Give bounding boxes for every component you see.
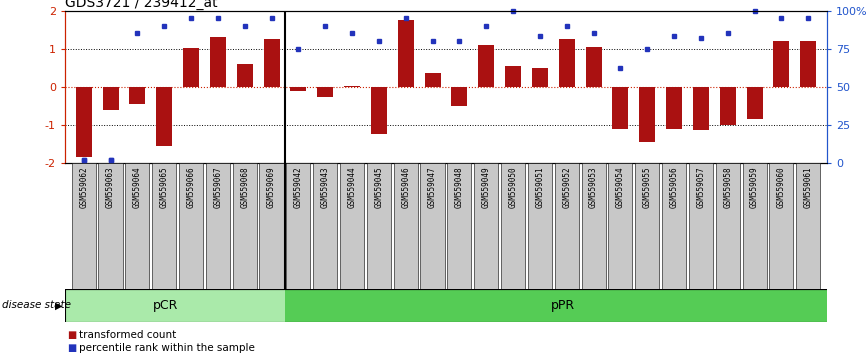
Bar xyxy=(287,163,311,289)
Bar xyxy=(394,163,417,289)
Bar xyxy=(340,163,364,289)
Bar xyxy=(367,163,391,289)
Bar xyxy=(102,87,119,110)
Bar xyxy=(448,163,471,289)
Bar xyxy=(635,163,659,289)
Text: pCR: pCR xyxy=(153,299,178,312)
Bar xyxy=(285,289,840,322)
Bar xyxy=(179,163,204,289)
Text: GSM559066: GSM559066 xyxy=(186,167,196,208)
Bar xyxy=(585,47,602,87)
Bar xyxy=(313,163,338,289)
Bar xyxy=(505,66,521,87)
Text: GSM559055: GSM559055 xyxy=(643,167,652,208)
Text: GSM559057: GSM559057 xyxy=(696,167,706,208)
Text: GSM559058: GSM559058 xyxy=(723,167,733,208)
Bar xyxy=(99,163,123,289)
Bar xyxy=(554,163,578,289)
Text: percentile rank within the sample: percentile rank within the sample xyxy=(79,343,255,353)
Bar xyxy=(559,39,575,87)
Bar xyxy=(206,163,230,289)
Text: GSM559061: GSM559061 xyxy=(804,167,813,208)
Text: disease state: disease state xyxy=(2,300,71,310)
Text: GSM559059: GSM559059 xyxy=(750,167,759,208)
Bar xyxy=(662,163,686,289)
Bar xyxy=(688,163,713,289)
Bar xyxy=(65,289,285,322)
Text: GSM559048: GSM559048 xyxy=(455,167,464,208)
Bar xyxy=(769,163,793,289)
Bar xyxy=(501,163,525,289)
Text: GSM559042: GSM559042 xyxy=(294,167,303,208)
Text: GSM559043: GSM559043 xyxy=(320,167,330,208)
Text: ▶: ▶ xyxy=(55,300,62,310)
Text: GSM559052: GSM559052 xyxy=(562,167,572,208)
Bar xyxy=(371,87,387,134)
Text: GSM559069: GSM559069 xyxy=(267,167,276,208)
Bar xyxy=(183,48,199,87)
Text: GSM559050: GSM559050 xyxy=(508,167,518,208)
Bar xyxy=(75,87,92,157)
Bar xyxy=(746,87,763,119)
Bar xyxy=(126,163,150,289)
Bar xyxy=(397,20,414,87)
Bar xyxy=(639,87,656,142)
Bar xyxy=(260,163,284,289)
Text: GSM559051: GSM559051 xyxy=(535,167,545,208)
Bar xyxy=(612,87,629,129)
Text: GSM559062: GSM559062 xyxy=(79,167,88,208)
Bar xyxy=(233,163,257,289)
Text: GSM559045: GSM559045 xyxy=(374,167,384,208)
Text: GDS3721 / 239412_at: GDS3721 / 239412_at xyxy=(65,0,217,10)
Bar xyxy=(608,163,632,289)
Bar xyxy=(72,163,96,289)
Bar xyxy=(528,163,552,289)
Bar xyxy=(317,87,333,97)
Text: GSM559049: GSM559049 xyxy=(481,167,491,208)
Text: GSM559064: GSM559064 xyxy=(132,167,142,208)
Text: pPR: pPR xyxy=(551,299,575,312)
Bar xyxy=(666,87,682,129)
Bar xyxy=(478,45,494,87)
Bar xyxy=(475,163,498,289)
Bar xyxy=(800,41,817,87)
Bar xyxy=(581,163,605,289)
Text: GSM559068: GSM559068 xyxy=(240,167,249,208)
Bar xyxy=(532,68,548,87)
Bar xyxy=(156,87,172,146)
Bar xyxy=(236,64,253,87)
Text: GSM559065: GSM559065 xyxy=(159,167,169,208)
Bar xyxy=(290,87,307,91)
Bar xyxy=(715,163,740,289)
Text: GSM559054: GSM559054 xyxy=(616,167,625,208)
Bar xyxy=(210,37,226,87)
Text: ■: ■ xyxy=(68,330,77,339)
Bar xyxy=(424,73,441,87)
Bar xyxy=(152,163,177,289)
Bar xyxy=(451,87,468,106)
Bar xyxy=(773,41,790,87)
Text: transformed count: transformed count xyxy=(79,330,176,339)
Text: GSM559053: GSM559053 xyxy=(589,167,598,208)
Text: GSM559047: GSM559047 xyxy=(428,167,437,208)
Bar xyxy=(129,87,145,104)
Text: GSM559063: GSM559063 xyxy=(106,167,115,208)
Text: GSM559044: GSM559044 xyxy=(347,167,357,208)
Bar xyxy=(742,163,766,289)
Text: GSM559056: GSM559056 xyxy=(669,167,679,208)
Bar xyxy=(263,39,280,87)
Text: GSM559067: GSM559067 xyxy=(213,167,223,208)
Text: GSM559060: GSM559060 xyxy=(777,167,786,208)
Bar xyxy=(720,87,736,125)
Text: GSM559046: GSM559046 xyxy=(401,167,410,208)
Bar xyxy=(421,163,444,289)
Bar xyxy=(344,86,360,87)
Bar xyxy=(693,87,709,131)
Text: ■: ■ xyxy=(68,343,77,353)
Bar xyxy=(796,163,820,289)
